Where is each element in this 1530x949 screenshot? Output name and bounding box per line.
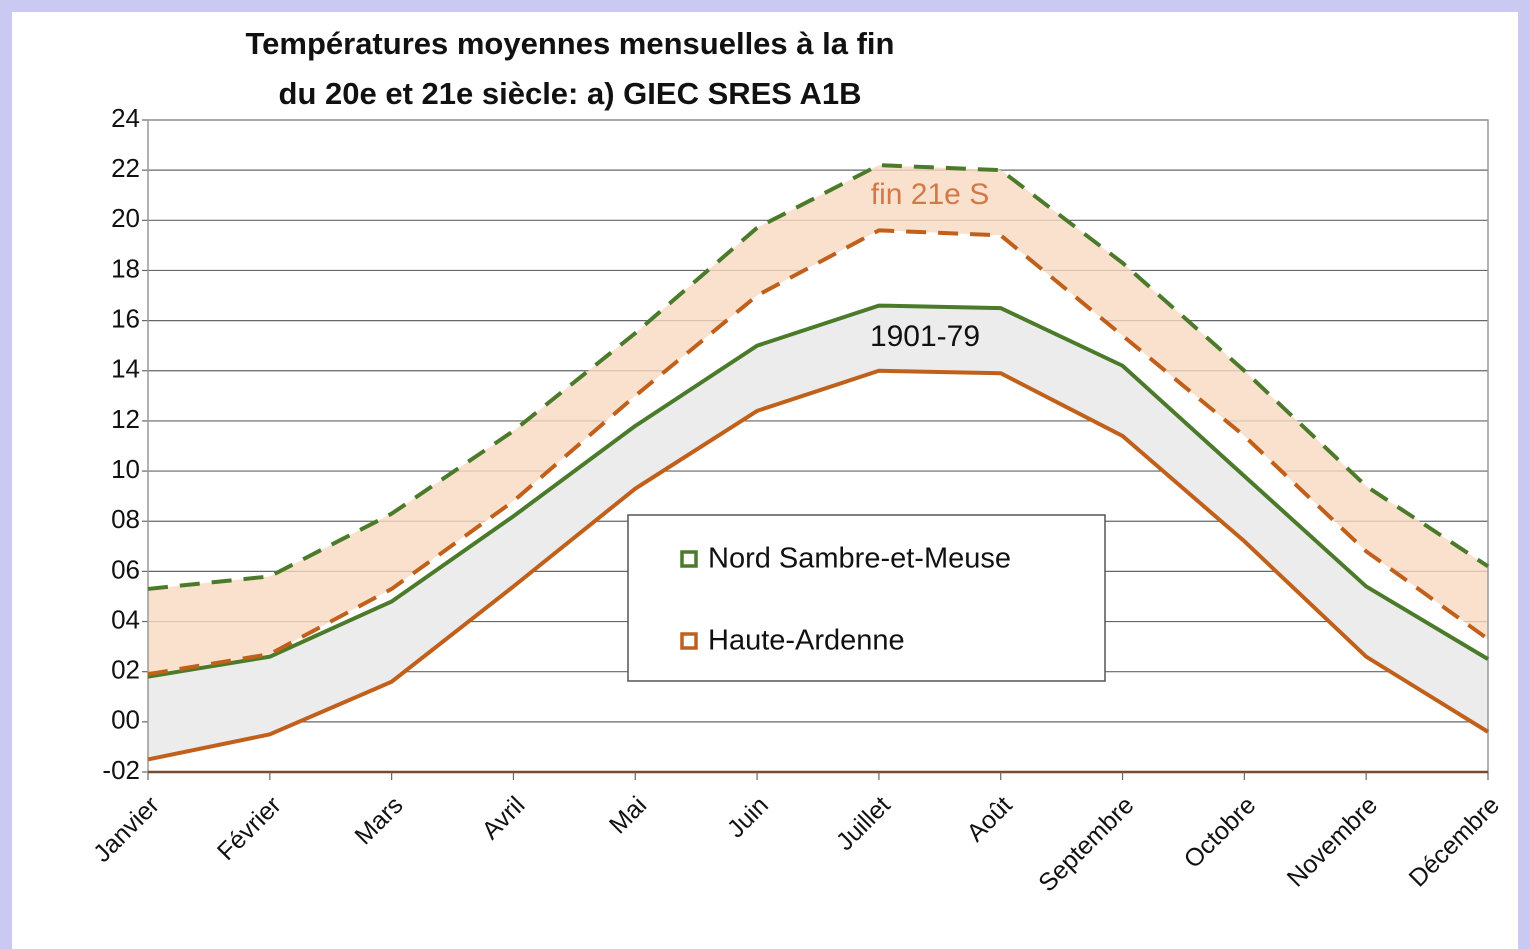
series-line (147, 368, 1490, 762)
y-tick-label: 00 (111, 705, 140, 735)
annotation: 1901-79 (870, 320, 980, 353)
series-line (147, 228, 1490, 677)
series-line (147, 163, 1490, 591)
legend-label: Haute-Ardenne (708, 625, 905, 657)
legend: Nord Sambre-et-Meuse Haute-Ardenne (627, 514, 1106, 682)
y-tick-label: 08 (111, 504, 140, 534)
y-tick-label: 14 (111, 354, 140, 384)
y-tick-label: 16 (111, 303, 140, 333)
y-tick-label: 12 (111, 404, 140, 434)
y-tick-label: -02 (102, 755, 140, 785)
band (148, 305, 1488, 760)
y-tick-label: 04 (111, 604, 140, 634)
y-tick-label: 24 (111, 103, 140, 133)
y-tick-label: 18 (111, 253, 140, 283)
y-tick-label: 10 (111, 454, 140, 484)
legend-swatch (680, 550, 698, 568)
chart-title: Températures moyennes mensuelles à la fi… (246, 26, 895, 61)
y-tick-label: 22 (111, 153, 140, 183)
annotation: fin 21e S (871, 178, 989, 211)
band (148, 165, 1488, 675)
chart-title: du 20e et 21e siècle: a) GIEC SRES A1B (279, 76, 862, 111)
legend-swatch (680, 632, 698, 650)
y-tick-label: 20 (111, 203, 140, 233)
legend-label: Nord Sambre-et-Meuse (708, 543, 1011, 575)
y-tick-label: 06 (111, 554, 140, 584)
series-line (147, 303, 1490, 679)
y-tick-label: 02 (111, 655, 140, 685)
legend-box (627, 514, 1106, 682)
